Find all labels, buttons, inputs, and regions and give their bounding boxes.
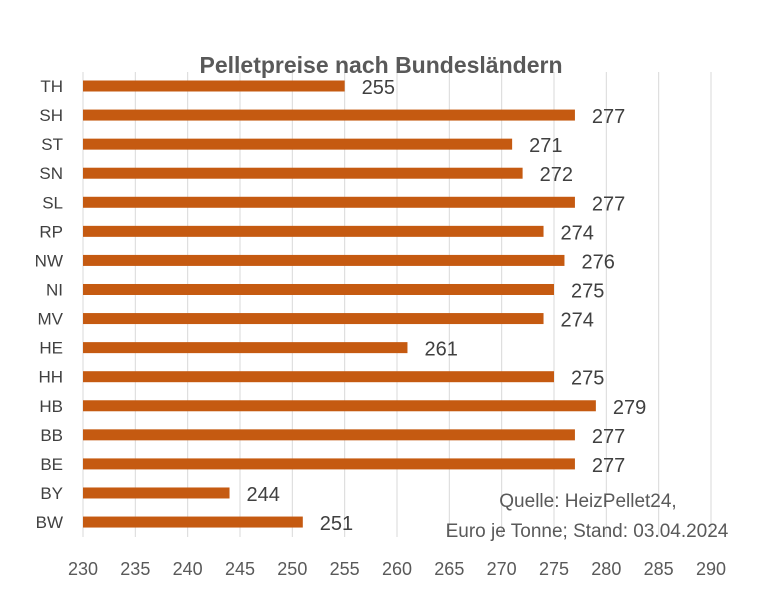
- data-label: 275: [571, 368, 604, 390]
- category-labels: TH SH ST SN SL RP NW NI MV HE HH HB BB BE BY BW: [35, 77, 64, 532]
- category-label: NW: [35, 251, 63, 270]
- bar: [83, 167, 523, 179]
- data-label: 276: [581, 251, 614, 273]
- bar: [83, 429, 575, 441]
- category-label: HH: [38, 368, 63, 387]
- category-label: BB: [40, 426, 63, 445]
- data-label: 272: [540, 164, 573, 186]
- category-label: NI: [46, 280, 63, 299]
- category-label: HE: [39, 339, 63, 358]
- bar: [83, 400, 596, 412]
- data-label: 277: [592, 455, 625, 477]
- chart-title: Pelletpreise nach Bundesländern: [199, 52, 562, 78]
- category-label: TH: [40, 77, 63, 96]
- bar: [83, 371, 554, 383]
- x-tick-label: 280: [591, 559, 621, 579]
- unit-date-note: Euro je Tonne; Stand: 03.04.2024: [446, 521, 729, 542]
- data-label: 275: [571, 280, 604, 302]
- x-tick-label: 250: [277, 559, 307, 579]
- category-label: HB: [39, 397, 63, 416]
- x-tick-label: 275: [539, 559, 569, 579]
- data-label: 255: [362, 77, 395, 99]
- data-label: 277: [592, 426, 625, 448]
- bars: [83, 80, 596, 528]
- data-label: 244: [247, 484, 280, 506]
- bar: [83, 458, 575, 470]
- x-tick-label: 270: [487, 559, 517, 579]
- category-label: BY: [40, 484, 63, 503]
- data-label: 274: [561, 222, 594, 244]
- category-label: SN: [39, 164, 63, 183]
- bar: [83, 80, 345, 92]
- x-tick-label: 240: [173, 559, 203, 579]
- bar: [83, 283, 554, 295]
- data-label: 279: [613, 397, 646, 419]
- x-tick-label: 245: [225, 559, 255, 579]
- bar: [83, 342, 408, 354]
- bar: [83, 225, 544, 237]
- bar: [83, 313, 544, 325]
- x-tick-labels: 230 235 240 245 250 255 260 265 270 275 280 285 290: [68, 559, 726, 579]
- bar: [83, 516, 303, 528]
- x-tick-label: 255: [330, 559, 360, 579]
- x-tick-label: 265: [434, 559, 464, 579]
- data-label: 261: [424, 339, 457, 361]
- bar: [83, 254, 565, 266]
- category-label: ST: [41, 135, 63, 154]
- bar: [83, 196, 575, 208]
- x-tick-label: 235: [120, 559, 150, 579]
- x-tick-label: 230: [68, 559, 98, 579]
- bar: [83, 109, 575, 121]
- data-label: 277: [592, 106, 625, 128]
- data-label: 251: [320, 513, 353, 535]
- data-label: 277: [592, 193, 625, 215]
- category-label: SH: [39, 106, 63, 125]
- x-tick-label: 285: [644, 559, 674, 579]
- category-label: SL: [42, 193, 63, 212]
- data-labels: 255 277 271 272 277 274 276 275 274 261 275 279 277 2…: [247, 77, 647, 535]
- category-label: RP: [39, 222, 63, 241]
- source-note: Quelle: HeizPellet24,: [499, 491, 676, 512]
- bar: [83, 138, 513, 150]
- category-label: MV: [38, 310, 64, 329]
- data-label: 274: [561, 310, 594, 332]
- category-label: BW: [36, 513, 63, 532]
- x-tick-label: 290: [696, 559, 726, 579]
- x-tick-label: 260: [382, 559, 412, 579]
- bar: [83, 487, 230, 499]
- category-label: BE: [40, 455, 63, 474]
- data-label: 271: [529, 135, 562, 157]
